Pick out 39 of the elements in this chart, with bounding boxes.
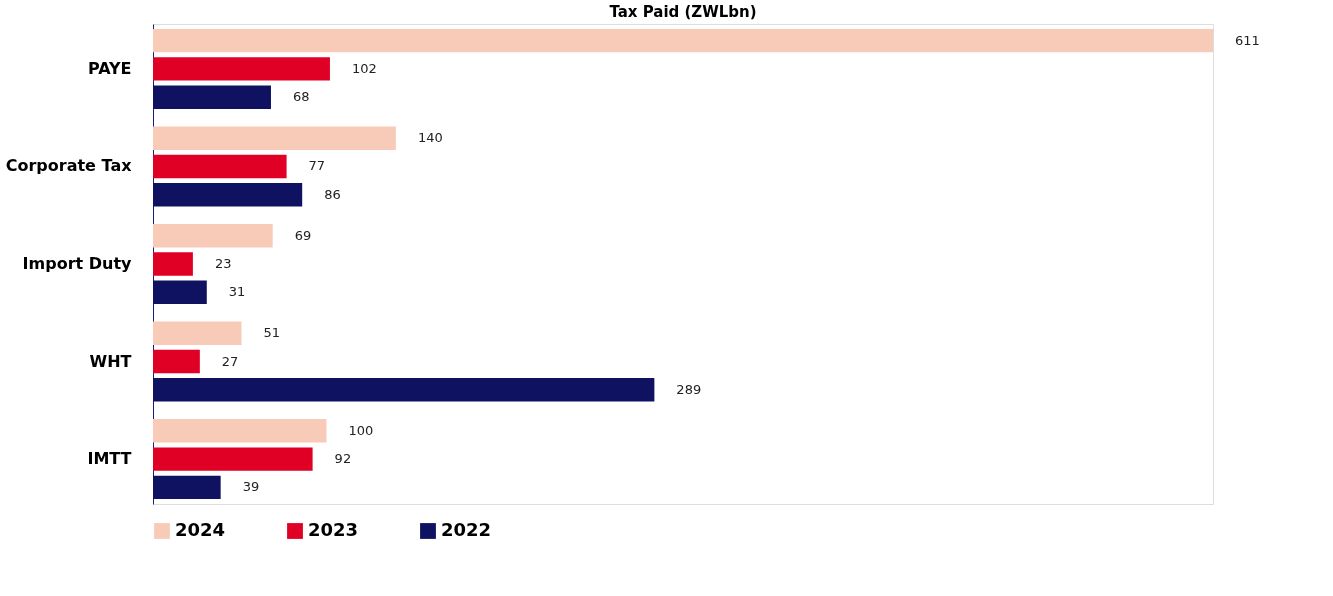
bar [153,252,193,276]
data-label: 27 [221,353,239,369]
bar [153,447,313,471]
chart-title: Tax Paid (ZWLbn) [609,3,757,21]
y-tick-label: PAYE [87,58,132,78]
y-tick-label: Corporate Tax [5,156,133,176]
bar [153,378,655,402]
bar [153,419,327,443]
data-label: 100 [348,422,374,438]
data-label: 31 [228,284,246,300]
data-label: 39 [242,479,260,495]
bar [153,154,287,179]
data-label: 23 [214,256,232,271]
bar [153,475,221,500]
y-tick-label: WHT [89,351,132,371]
bar [153,349,200,374]
data-label: 92 [334,451,352,467]
legend-label: 2022 [441,519,492,540]
data-label: 611 [1235,32,1260,48]
bar [153,57,330,81]
data-label: 68 [292,89,310,105]
bar [153,85,271,109]
bar [153,321,242,346]
bar [153,224,273,248]
y-tick-label: Import Duty [22,254,133,273]
data-label: 86 [324,186,341,202]
data-label: 140 [417,130,443,146]
y-tick-label: IMTT [87,449,132,469]
bar [153,28,1213,53]
bar [153,126,396,150]
legend-label: 2024 [175,519,226,540]
bar [153,182,303,207]
data-label: 102 [351,60,377,76]
data-label: 51 [263,325,281,341]
bar [153,280,207,304]
data-label: 77 [308,158,326,174]
legend-label: 2023 [308,519,359,540]
data-label: 69 [294,227,312,243]
data-label: 289 [676,381,702,397]
